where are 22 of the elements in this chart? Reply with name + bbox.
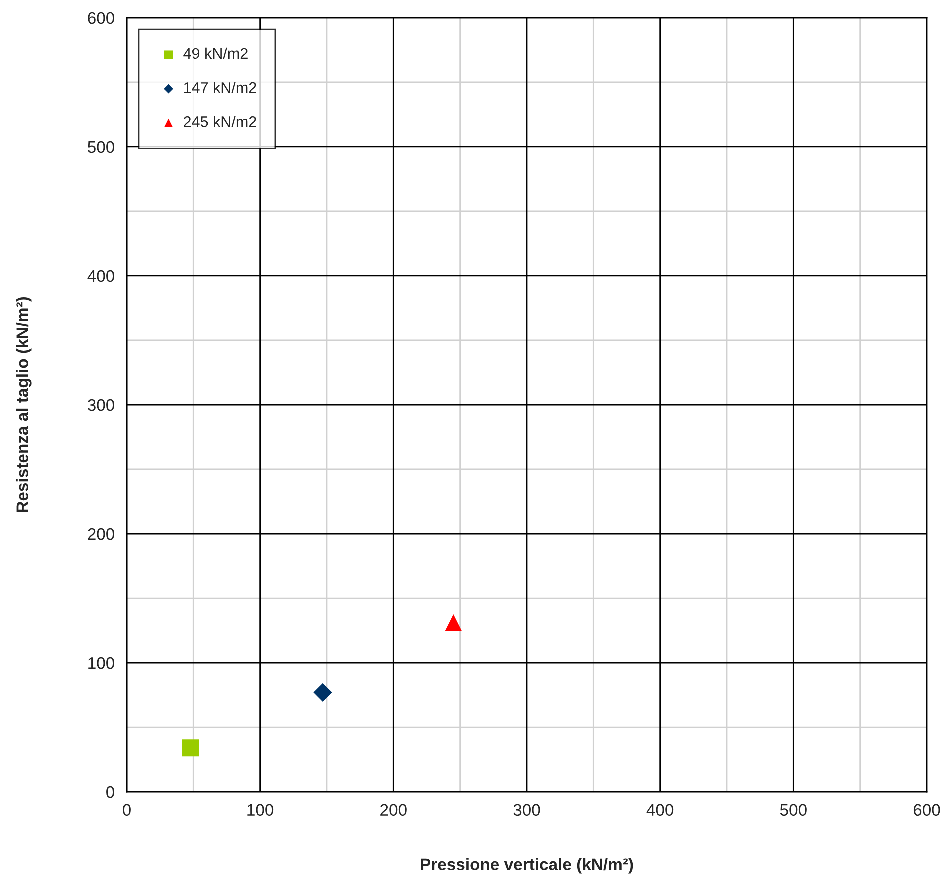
x-tick-label: 100 [248, 804, 274, 816]
legend-label: 147 kN/m2 [184, 82, 256, 94]
y-tick-label: 200 [88, 528, 115, 540]
point [314, 683, 332, 702]
x-tick-label: 200 [380, 804, 407, 816]
x-tick-label: 600 [914, 804, 940, 816]
x-tick-label: 0 [122, 804, 131, 816]
y-axis-title: Resistenza al taglio (kN/m²) [16, 297, 32, 512]
point [182, 740, 200, 757]
x-tick-label: 400 [646, 804, 674, 816]
x-axis-title: Pressione verticale (kN/m²) [421, 858, 634, 874]
y-tick-label: 0 [106, 786, 115, 798]
y-tick-label: 300 [88, 399, 115, 412]
y-tick-label: 600 [88, 12, 115, 24]
x-tick-label: 500 [780, 804, 807, 816]
y-tick-label: 100 [88, 657, 115, 670]
legend-label: 49 kN/m2 [184, 48, 248, 60]
y-tick-label: 500 [88, 141, 115, 154]
y-tick-label: 400 [88, 270, 115, 282]
legend-label: 245 kN/m2 [184, 116, 256, 128]
x-tick-label: 300 [514, 804, 540, 816]
point [445, 614, 462, 632]
